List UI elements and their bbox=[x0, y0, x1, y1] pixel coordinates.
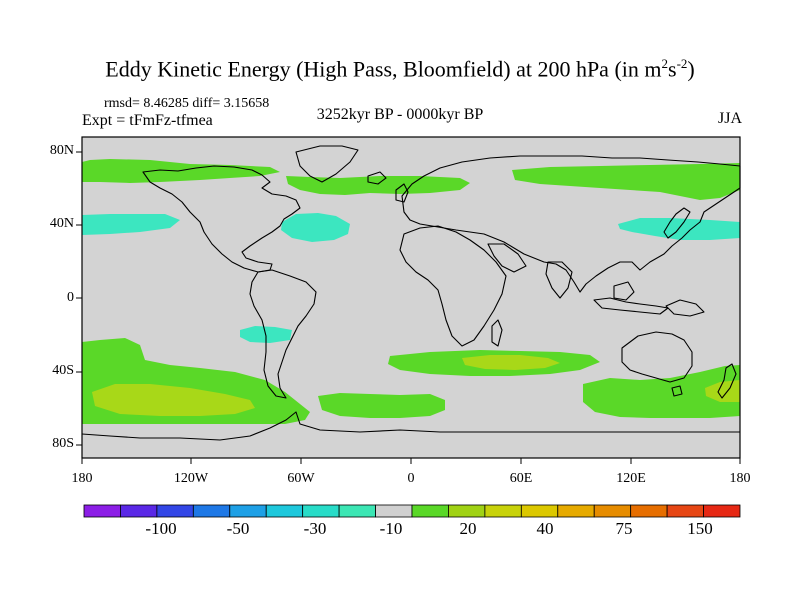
colorbar-swatch bbox=[120, 504, 158, 518]
coastline-borneo bbox=[613, 281, 635, 301]
lon-label-60w: 60W bbox=[287, 471, 315, 486]
plot-title: Eddy Kinetic Energy (High Pass, Bloomfie… bbox=[105, 56, 695, 82]
green-band-south-atlantic bbox=[318, 393, 445, 418]
colorbar-label-75: 75 bbox=[615, 519, 633, 538]
colorbar-swatch bbox=[156, 504, 194, 518]
negative-anomaly-fields bbox=[82, 213, 740, 343]
coastline-new-guinea bbox=[665, 299, 705, 317]
coastline-new-zealand bbox=[717, 363, 737, 399]
coastline-south-america bbox=[249, 269, 317, 399]
colorbar-swatch bbox=[265, 504, 304, 518]
coastlines bbox=[81, 145, 741, 441]
lat-label-80n: 80N bbox=[49, 143, 74, 158]
strong-positive-anomaly-fields bbox=[92, 355, 740, 416]
colorbar-swatch bbox=[192, 504, 231, 518]
colorbar-swatch bbox=[448, 504, 486, 518]
coastline-japan bbox=[663, 207, 691, 239]
colorbar-label-minus50: -50 bbox=[226, 519, 250, 538]
green-band-south-australia bbox=[583, 365, 740, 418]
coastline-uk bbox=[395, 183, 409, 203]
lat-label-40n: 40N bbox=[49, 216, 74, 231]
coastline-iceland bbox=[367, 171, 387, 185]
colorbar bbox=[83, 504, 741, 518]
colorbar-swatch bbox=[229, 504, 267, 518]
experiment-label: Expt = tFmFz-tfmea bbox=[82, 112, 213, 129]
colorbar-swatch bbox=[593, 504, 632, 518]
green-band-eurasia bbox=[512, 163, 740, 200]
colorbar-swatch bbox=[411, 504, 449, 518]
colorbar-swatch bbox=[630, 504, 668, 518]
coastline-india bbox=[545, 261, 573, 299]
green-band-north-atlantic bbox=[286, 176, 470, 195]
teal-patch-north-pacific-east bbox=[82, 214, 180, 235]
coastline-africa bbox=[399, 225, 507, 347]
lon-label-120e: 120E bbox=[616, 471, 646, 486]
yellowgreen-patch-south-indian bbox=[462, 355, 560, 370]
colorbar-label-150: 150 bbox=[687, 519, 713, 538]
colorbar-swatch bbox=[520, 504, 559, 518]
colorbar-label-minus30: -30 bbox=[303, 519, 327, 538]
coastline-greenland bbox=[295, 145, 359, 183]
lat-label-40s: 40S bbox=[52, 363, 74, 378]
colorbar-swatch bbox=[484, 504, 522, 518]
coastline-madagascar bbox=[491, 319, 503, 347]
axis-ticks bbox=[76, 151, 741, 464]
coastline-tasmania bbox=[671, 385, 683, 397]
colorbar-swatch bbox=[338, 504, 376, 518]
colorbar-label-20: 20 bbox=[459, 519, 477, 538]
stats-text: rmsd= 8.46285 diff= 3.15658 bbox=[104, 96, 270, 111]
coastline-antarctica bbox=[81, 411, 740, 441]
lat-label-0: 0 bbox=[67, 290, 74, 305]
lon-label-180e: 180 bbox=[729, 471, 751, 486]
yellowgreen-patch-south-pacific bbox=[92, 384, 255, 416]
coastline-north-america bbox=[142, 165, 301, 273]
colorbar-swatch bbox=[375, 504, 413, 518]
period-label: 3252kyr BP - 0000kyr BP bbox=[316, 106, 484, 123]
colorbar-swatch bbox=[557, 504, 595, 518]
lon-label-120w: 120W bbox=[173, 471, 209, 486]
coastline-eurasia bbox=[401, 155, 741, 293]
colorbar-label-minus10: -10 bbox=[379, 519, 403, 538]
lat-label-80s: 80S bbox=[52, 436, 74, 451]
colorbar-swatch bbox=[703, 504, 741, 518]
teal-patch-north-atlantic bbox=[281, 213, 350, 242]
colorbar-label-40: 40 bbox=[536, 519, 554, 538]
lon-label-0: 0 bbox=[407, 471, 415, 486]
colorbar-swatch bbox=[666, 504, 704, 518]
colorbar-swatch bbox=[83, 504, 121, 518]
lon-label-60e: 60E bbox=[509, 471, 533, 486]
colorbar-swatch bbox=[302, 504, 340, 518]
colorbar-label-minus100: -100 bbox=[145, 519, 177, 538]
coastline-australia bbox=[621, 331, 693, 383]
lon-label-180w: 180 bbox=[71, 471, 93, 486]
coastline-arabia bbox=[487, 243, 527, 273]
season-label: JJA bbox=[717, 110, 742, 127]
